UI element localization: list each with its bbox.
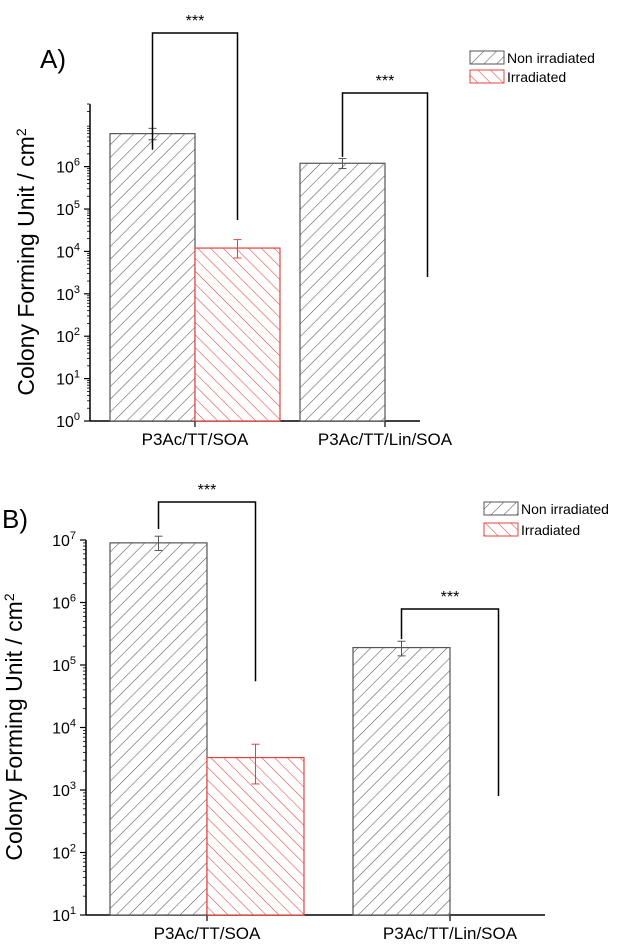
- panel-a-y-tick-label-base: 10: [56, 287, 74, 304]
- panel-a-y-axis-title-text: Colony Forming Unit / cm: [13, 136, 39, 395]
- panel-a-y-tick-label-base: 10: [56, 414, 74, 431]
- panel-a-legend-swatch-non-irradiated: [469, 50, 505, 65]
- panel-a-y-tick-label-exponent: 6: [74, 157, 80, 169]
- panel-a-significance-bracket: [341, 92, 429, 277]
- panel-b-y-tick-label-base: 10: [52, 721, 70, 738]
- panel-b-y-tick-label: 103: [52, 780, 76, 800]
- panel-a-y-tick-label-exponent: 5: [74, 199, 80, 211]
- panel-b-y-tick-label-base: 10: [52, 658, 70, 675]
- panel-a-y-tick-label: 102: [56, 326, 80, 346]
- panel-b-y-tick-label-base: 10: [52, 596, 70, 613]
- panel-b-legend-swatch-irradiated: [483, 522, 519, 537]
- panel-b-legend-label: Non irradiated: [521, 501, 609, 517]
- panel-a-y-tick-label: 105: [56, 199, 80, 219]
- panel-a-significance-label: ***: [186, 13, 205, 30]
- panel-a-y-tick-label-base: 10: [56, 202, 74, 219]
- panel-a-category-label: P3Ac/TT/SOA: [142, 430, 249, 449]
- panel-b-category-label: P3Ac/TT/SOA: [154, 924, 261, 943]
- panel-b-significance-label: ***: [441, 589, 460, 606]
- panel-b-y-tick-label-exponent: 1: [70, 905, 76, 917]
- panel-b-y-tick-label-exponent: 7: [70, 530, 76, 542]
- panel-a-bar-non-irradiated: [109, 133, 196, 422]
- panel-b-y-tick-label: 106: [52, 593, 76, 613]
- panel-a-y-tick-label-exponent: 4: [74, 241, 80, 253]
- panel-b-y-tick-label: 102: [52, 843, 76, 863]
- panel-a-y-tick-label-exponent: 2: [74, 326, 80, 338]
- panel-b-y-tick-label-base: 10: [52, 533, 70, 550]
- panel-b-y-tick-label-base: 10: [52, 783, 70, 800]
- panel-b-y-axis-title-text: Colony Forming Unit / cm: [1, 601, 27, 860]
- panel-b-y-tick-label: 107: [52, 530, 76, 550]
- panel-b-legend-label: Irradiated: [521, 522, 580, 538]
- panel-a-y-tick-label-base: 10: [56, 160, 74, 177]
- panel-a-category-label: P3Ac/TT/Lin/SOA: [318, 430, 453, 449]
- panel-b-bar-non-irradiated: [109, 542, 208, 916]
- panel-a-y-tick-label-exponent: 0: [74, 411, 80, 423]
- panel-b-y-tick-label-exponent: 6: [70, 593, 76, 605]
- panel-a-y-tick-label: 101: [56, 369, 80, 389]
- panel-b-y-tick-label: 104: [52, 718, 76, 738]
- panel-a-y-tick-label-base: 10: [56, 372, 74, 389]
- panel-a-y-tick-label: 103: [56, 284, 80, 304]
- panel-b-y-tick-label-exponent: 5: [70, 655, 76, 667]
- panel-b-label: B): [2, 504, 28, 534]
- panel-a-y-tick-label-base: 10: [56, 244, 74, 261]
- panel-a-y-tick-label: 106: [56, 157, 80, 177]
- panel-b-y-tick-label-base: 10: [52, 908, 70, 925]
- chart-panel-b: B)Colony Forming Unit / cm21011021031041…: [1, 482, 609, 943]
- panel-b-legend-swatch-non-irradiated: [483, 501, 519, 516]
- panel-b-y-tick-label-exponent: 4: [70, 718, 76, 730]
- panel-b-y-tick-label: 101: [52, 905, 76, 925]
- chart-panel-a: A)Colony Forming Unit / cm21001011021031…: [13, 13, 595, 449]
- panel-a-significance-bracket: [151, 32, 239, 221]
- panel-b-y-axis-title: Colony Forming Unit / cm2: [1, 593, 27, 860]
- panel-b-bar-non-irradiated: [352, 646, 451, 916]
- panel-b-category-label: P3Ac/TT/Lin/SOA: [383, 924, 518, 943]
- panel-a-y-tick-label-base: 10: [56, 329, 74, 346]
- panel-b-y-axis-title-superscript: 2: [1, 593, 17, 601]
- panel-b-significance-bracket: [400, 608, 500, 797]
- panel-a-legend-label: Irradiated: [507, 69, 566, 85]
- panel-a-y-tick-label: 104: [56, 241, 80, 261]
- panel-b-y-tick-label-exponent: 2: [70, 843, 76, 855]
- panel-a-legend-swatch-irradiated: [469, 69, 505, 84]
- panel-b-y-tick-label-exponent: 3: [70, 780, 76, 792]
- panel-b-y-tick-label-base: 10: [52, 846, 70, 863]
- panel-a-bar-non-irradiated: [299, 162, 386, 422]
- panel-a-legend-label: Non irradiated: [507, 50, 595, 66]
- panel-b-significance-bracket: [157, 501, 257, 682]
- panel-a-significance-label: ***: [376, 73, 395, 90]
- panel-a-bar-irradiated: [194, 247, 281, 422]
- panel-a-y-tick-label-exponent: 1: [74, 369, 80, 381]
- panel-b-y-tick-label: 105: [52, 655, 76, 675]
- panel-a-y-axis-title: Colony Forming Unit / cm2: [13, 128, 39, 395]
- panel-a-y-tick-label: 100: [56, 411, 80, 431]
- panel-a-label: A): [40, 44, 66, 74]
- panel-a-y-axis-title-superscript: 2: [13, 128, 29, 136]
- panel-b-significance-label: ***: [198, 482, 217, 499]
- panel-a-y-tick-label-exponent: 3: [74, 284, 80, 296]
